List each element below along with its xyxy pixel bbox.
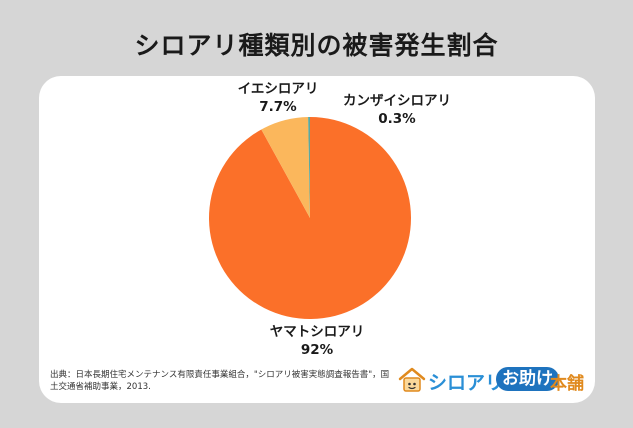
slice-name-kanzai: カンザイシロアリ <box>343 93 451 109</box>
slice-name-yamato: ヤマトシロアリ <box>269 324 365 340</box>
slice-name-ie: イエシロアリ <box>237 81 319 97</box>
slice-pct-kanzai: 0.3% <box>378 111 416 127</box>
slice-label-ie: イエシロアリ 7.7% <box>223 80 333 116</box>
chart-card: ヤマトシロアリ 92% イエシロアリ 7.7% カンザイシロアリ 0.3% 出典… <box>39 76 595 403</box>
slice-pct-yamato: 92% <box>300 342 334 358</box>
slice-pct-ie: 7.7% <box>259 99 297 115</box>
page-title: シロアリ種類別の被害発生割合 <box>134 31 499 60</box>
pie-slice-yamato <box>208 117 411 319</box>
brand-logo[interactable]: シロアリ お助け 本舗 <box>397 366 587 394</box>
pie-slice-kanzai <box>308 117 310 218</box>
pie-slice-ie <box>261 117 310 218</box>
slice-label-kanzai: カンザイシロアリ 0.3% <box>322 92 472 128</box>
brand-name-part3: 本舗 <box>550 374 584 394</box>
slice-label-yamato: ヤマトシロアリ 92% <box>247 323 387 359</box>
brand-name-part2: お助け <box>496 367 559 391</box>
pie-chart <box>208 117 411 319</box>
source-note: 出典：日本長期住宅メンテナンス有限責任事業組合，"シロアリ被害実態調査報告書"，… <box>50 370 390 392</box>
brand-name-part1: シロアリ <box>428 372 505 394</box>
house-icon <box>398 367 426 392</box>
